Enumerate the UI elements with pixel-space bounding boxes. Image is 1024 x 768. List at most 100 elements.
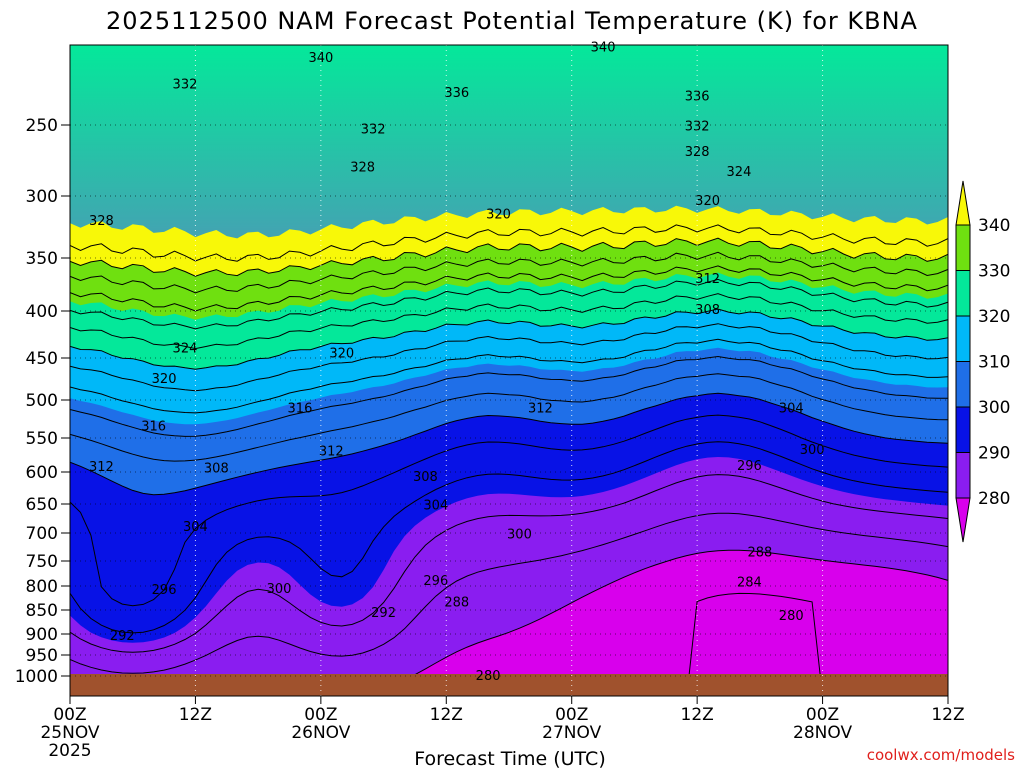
grid-lines	[70, 45, 948, 696]
isentrope-label: 280	[476, 669, 501, 684]
isentrope-label: 296	[152, 583, 177, 598]
isentrope-label: 312	[319, 445, 344, 460]
colorbar-segment	[955, 406, 971, 453]
y-tick-label: 1000	[15, 667, 58, 687]
isentrope-label: 308	[204, 462, 229, 477]
isentrope-label: 328	[89, 214, 114, 229]
colorbar-label: 290	[978, 444, 1010, 464]
isentrope-344	[70, 224, 948, 262]
isentrope-276	[686, 592, 823, 696]
isentrope-labels: 340 340 332 336 336 332 332 328 328 324 328 320 320 3…	[89, 41, 825, 684]
isentrope-label: 324	[173, 342, 198, 357]
y-tick-label: 950	[26, 646, 58, 666]
y-tick-label: 650	[26, 495, 58, 515]
isentrope-label: 320	[329, 346, 354, 361]
temperature-bands	[70, 205, 948, 696]
isentrope-296	[70, 414, 948, 607]
isentrope-label: 300	[800, 443, 825, 458]
colorbar-label: 300	[978, 398, 1010, 418]
y-tick-label: 450	[26, 349, 58, 369]
y-tick-label: 250	[26, 116, 58, 136]
isentrope-label: 320	[486, 208, 511, 223]
isentrope-label: 328	[350, 161, 375, 176]
x-tick-label: 00Z	[304, 705, 337, 725]
colorbar-label: 340	[978, 216, 1010, 236]
isentrope-label: 292	[110, 629, 135, 644]
isentrope-328	[70, 278, 948, 330]
colorbar-segment	[955, 224, 971, 271]
y-tick-label: 750	[26, 552, 58, 572]
isentrope-label: 312	[695, 272, 720, 287]
x-axis-label: Forecast Time (UTC)	[414, 748, 605, 768]
isentrope-label: 320	[695, 194, 720, 209]
plot-frame	[69, 44, 949, 697]
isentrope-label: 340	[308, 51, 333, 66]
y-tick-label: 900	[26, 625, 58, 645]
y-tick-label: 550	[26, 429, 58, 449]
isentrope-label: 308	[413, 470, 438, 485]
y-tick-label: 700	[26, 524, 58, 544]
isentrope-label: 304	[183, 520, 208, 535]
isentrope-label: 308	[695, 303, 720, 318]
isentrope-336	[70, 251, 948, 294]
isentrope-340	[70, 237, 948, 277]
band-270-280	[201, 550, 948, 696]
x-tick-label: 00Z	[53, 705, 86, 725]
isentrope-288	[70, 474, 948, 653]
chart-title: 2025112500 NAM Forecast Potential Temper…	[106, 7, 918, 35]
isentrope-label: 312	[528, 401, 553, 416]
y-tick-label: 400	[26, 302, 58, 322]
isentrope-308	[70, 355, 948, 437]
colorbar-label: 310	[978, 353, 1010, 373]
x-tick-label: 12Z	[931, 705, 964, 725]
isentropes	[70, 224, 948, 696]
x-tick-date: 25NOV	[40, 723, 99, 743]
x-tick-label: 12Z	[179, 705, 212, 725]
colorbar-label: 330	[978, 262, 1010, 282]
isentrope-label: 292	[371, 606, 396, 621]
isentrope-316	[70, 323, 948, 392]
x-tick-date: 26NOV	[291, 723, 350, 743]
isentrope-324	[70, 293, 948, 350]
x-tick-label: 12Z	[430, 705, 463, 725]
colorbar-segment	[955, 270, 971, 317]
colorbar-segment	[955, 315, 971, 362]
isentrope-label: 296	[737, 459, 762, 474]
isentrope-320	[70, 308, 948, 370]
isentrope-label: 332	[361, 122, 386, 137]
isentrope-label: 328	[685, 145, 710, 160]
credit-text: coolwx.com/models	[867, 746, 1015, 764]
plot-area	[70, 45, 948, 696]
isentrope-300	[70, 392, 948, 496]
x-tick-label: 00Z	[806, 705, 839, 725]
x-tick-year: 2025	[48, 741, 91, 761]
x-tick-date: 27NOV	[542, 723, 601, 743]
colorbar-label: 320	[978, 307, 1010, 327]
isentrope-label: 288	[747, 546, 772, 561]
colorbar: 280 290 300 310 320 330 340	[955, 180, 1010, 543]
ground-surface	[70, 674, 948, 696]
isentrope-label: 324	[727, 165, 752, 180]
isentrope-label: 340	[591, 41, 616, 56]
isentrope-label: 332	[685, 119, 710, 134]
isentrope-label: 300	[507, 528, 532, 543]
colorbar-label: 280	[978, 489, 1010, 509]
y-tick-label: 850	[26, 601, 58, 621]
isentrope-label: 300	[267, 582, 292, 597]
colorbar-top-triangle	[955, 180, 971, 226]
isentrope-label: 316	[288, 401, 313, 416]
isentrope-label: 332	[173, 78, 198, 93]
isentrope-label: 284	[737, 576, 762, 591]
isentrope-304	[70, 373, 948, 462]
y-tick-label: 500	[26, 391, 58, 411]
colorbar-bottom-triangle	[955, 497, 971, 543]
y-tick-label: 350	[26, 249, 58, 269]
isentrope-label: 288	[444, 595, 469, 610]
isentrope-label: 312	[89, 460, 114, 475]
colorbar-segment	[955, 361, 971, 408]
isentrope-312	[70, 338, 948, 414]
y-tick-label: 600	[26, 463, 58, 483]
y-tick-label: 300	[26, 187, 58, 207]
